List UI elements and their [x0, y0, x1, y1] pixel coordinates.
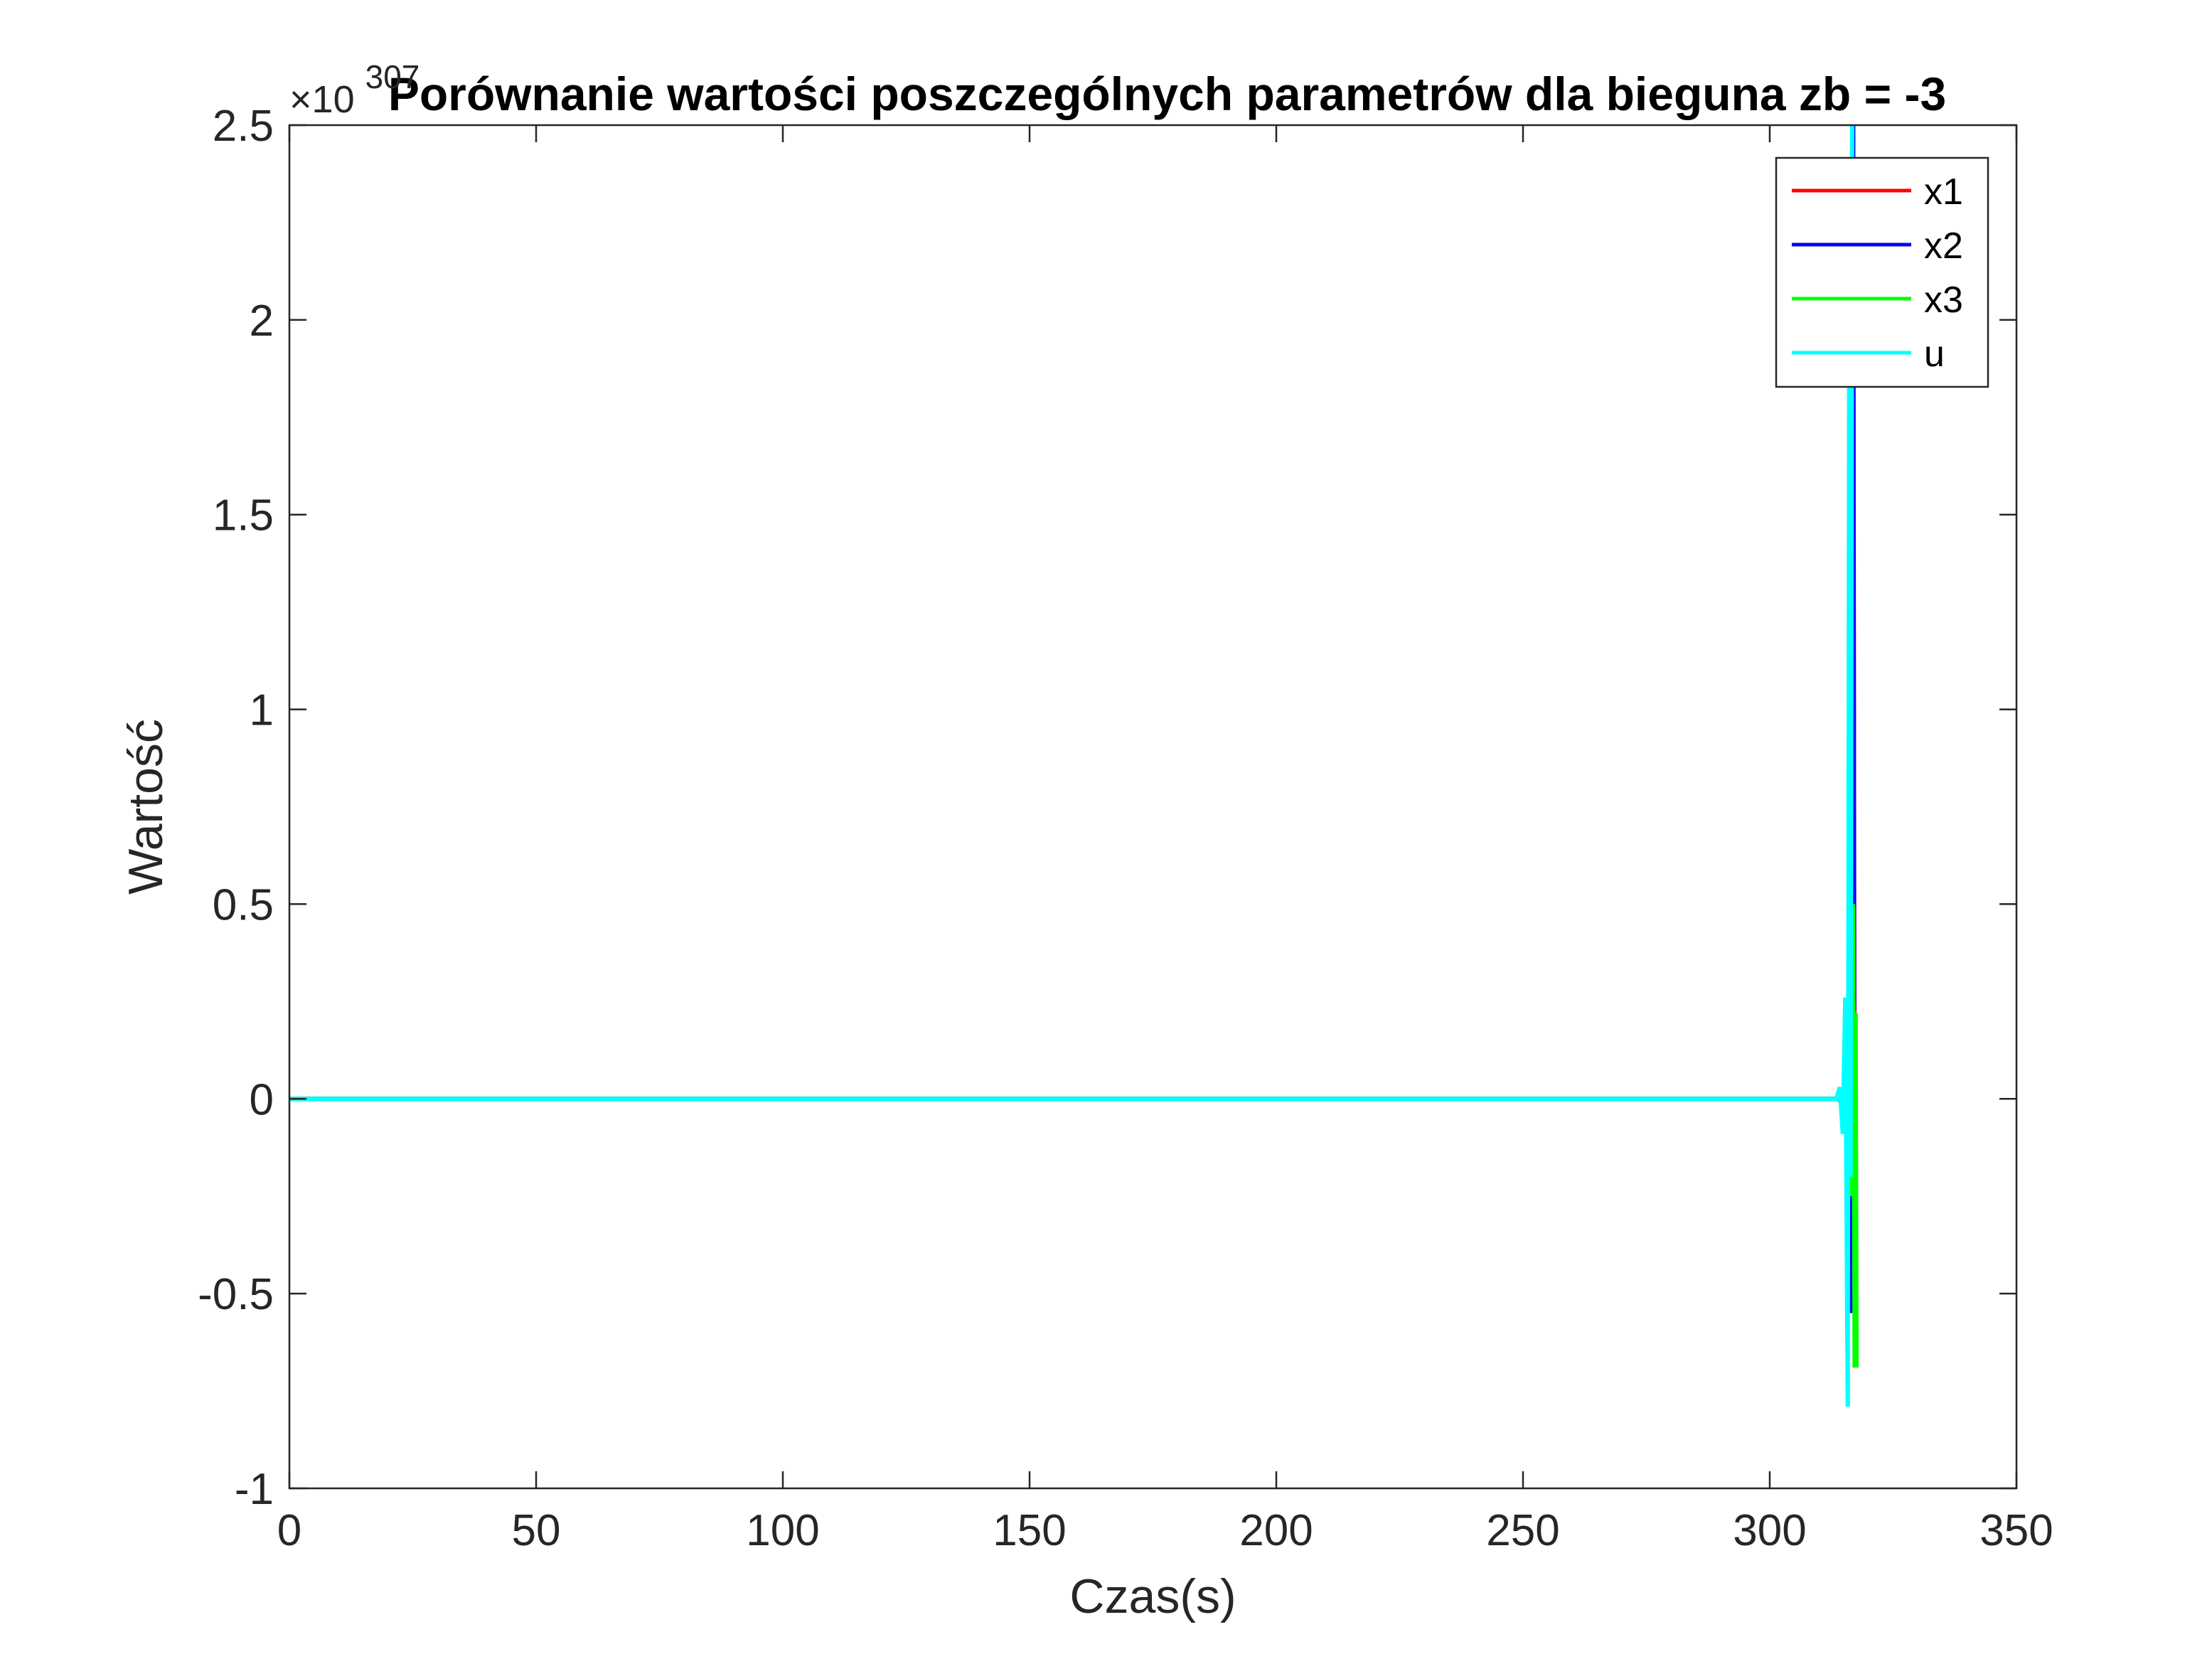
x-tick-label: 0 [277, 1506, 301, 1555]
chart-title: Porównanie wartości poszczególnych param… [388, 68, 1946, 120]
plot-lines [289, 124, 1859, 1407]
y-tick-label: 1 [250, 686, 274, 735]
legend-label-u: u [1924, 334, 1945, 375]
legend-label-x2: x2 [1924, 225, 1963, 267]
x-tick-label: 250 [1486, 1506, 1559, 1555]
x-tick-label: 350 [1979, 1506, 2053, 1555]
axes-box [288, 124, 2018, 1490]
legend: x1 x2 x3 u [1775, 156, 1989, 388]
x-tick-label: 50 [512, 1506, 561, 1555]
legend-label-x3: x3 [1924, 279, 1963, 321]
x-tick-label: 200 [1239, 1506, 1313, 1555]
x-tick-label: 300 [1733, 1506, 1806, 1555]
y-axis-label: Wartość [119, 719, 173, 895]
legend-label-x1: x1 [1924, 171, 1963, 213]
legend-box [1775, 156, 1989, 388]
ticks [288, 124, 2018, 1490]
y-axis-exponent-power: 307 [365, 58, 420, 95]
y-tick-label: 2.5 [213, 102, 274, 151]
y-tick-label: -1 [235, 1465, 274, 1514]
y-axis-exponent: ×10 307 [289, 58, 420, 121]
y-tick-label: 0.5 [213, 880, 274, 929]
y-tick-label: 1.5 [213, 491, 274, 540]
y-tick-label: 2 [250, 297, 274, 346]
y-axis-exponent-base: ×10 [289, 78, 355, 121]
x-tick-label: 150 [993, 1506, 1066, 1555]
y-tick-label: -0.5 [198, 1270, 274, 1319]
y-tick-label: 0 [250, 1075, 274, 1124]
series-line-u [289, 124, 1854, 1407]
x-tick-label: 100 [746, 1506, 819, 1555]
tick-labels: 0 50 100 150 200 250 300 350 -1 -0.5 0 0.5 1 1.5 2 2.5 [198, 102, 2053, 1555]
x-axis-label: Czas(s) [1069, 1569, 1236, 1623]
